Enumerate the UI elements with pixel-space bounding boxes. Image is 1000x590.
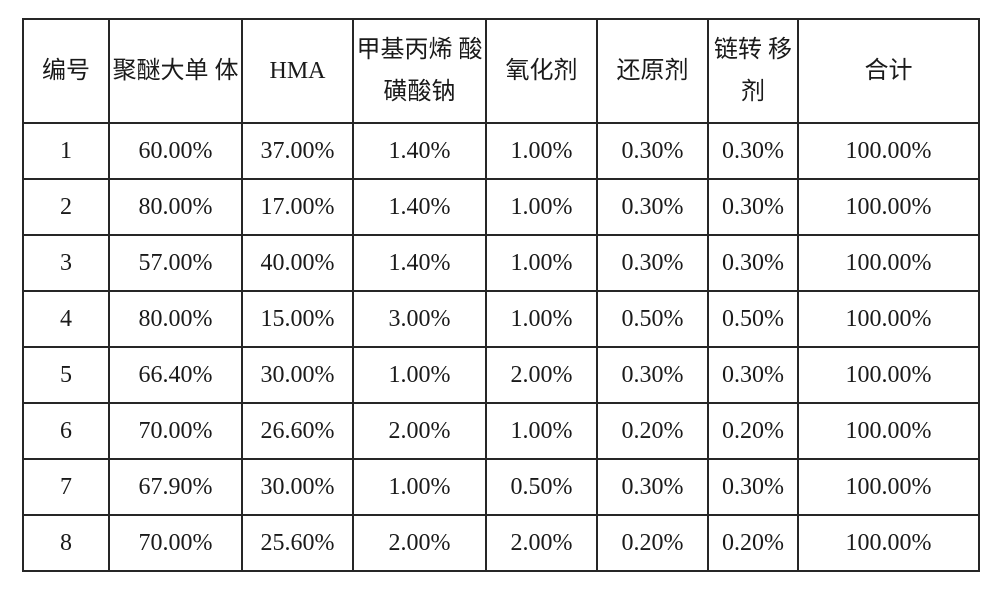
cell-ox: 1.00% — [486, 403, 597, 459]
cell-smas: 2.00% — [353, 403, 486, 459]
cell-hma: 37.00% — [242, 123, 353, 179]
cell-tot: 100.00% — [798, 179, 979, 235]
col-header-pe: 聚醚大单 体 — [109, 19, 242, 123]
cell-pe: 67.90% — [109, 459, 242, 515]
cell-id: 8 — [23, 515, 109, 571]
cell-red: 0.30% — [597, 459, 708, 515]
col-header-cta-label: 链转 移剂 — [714, 37, 792, 105]
cell-hma: 30.00% — [242, 347, 353, 403]
cell-id: 2 — [23, 179, 109, 235]
col-header-id-label: 编号 — [42, 58, 90, 84]
table-header-row: 编号 聚醚大单 体 HMA 甲基丙烯 酸磺酸钠 氧化剂 还原剂 链转 移剂 合计 — [23, 19, 979, 123]
cell-tot: 100.00% — [798, 403, 979, 459]
cell-smas: 1.40% — [353, 179, 486, 235]
col-header-ox-label: 氧化剂 — [506, 58, 578, 84]
cell-pe: 70.00% — [109, 403, 242, 459]
cell-pe: 57.00% — [109, 235, 242, 291]
cell-id: 6 — [23, 403, 109, 459]
cell-pe: 80.00% — [109, 179, 242, 235]
cell-red: 0.30% — [597, 347, 708, 403]
cell-id: 3 — [23, 235, 109, 291]
cell-red: 0.20% — [597, 515, 708, 571]
col-header-id: 编号 — [23, 19, 109, 123]
cell-cta: 0.30% — [708, 123, 798, 179]
cell-ox: 2.00% — [486, 347, 597, 403]
col-header-hma-label: HMA — [269, 58, 325, 84]
cell-smas: 2.00% — [353, 515, 486, 571]
cell-ox: 2.00% — [486, 515, 597, 571]
table-body: 1 60.00% 37.00% 1.40% 1.00% 0.30% 0.30% … — [23, 123, 979, 571]
cell-cta: 0.50% — [708, 291, 798, 347]
cell-smas: 1.40% — [353, 123, 486, 179]
table-row: 7 67.90% 30.00% 1.00% 0.50% 0.30% 0.30% … — [23, 459, 979, 515]
cell-tot: 100.00% — [798, 123, 979, 179]
cell-tot: 100.00% — [798, 515, 979, 571]
cell-hma: 17.00% — [242, 179, 353, 235]
col-header-tot: 合计 — [798, 19, 979, 123]
table-row: 6 70.00% 26.60% 2.00% 1.00% 0.20% 0.20% … — [23, 403, 979, 459]
cell-hma: 26.60% — [242, 403, 353, 459]
cell-ox: 0.50% — [486, 459, 597, 515]
col-header-smas: 甲基丙烯 酸磺酸钠 — [353, 19, 486, 123]
table-row: 4 80.00% 15.00% 3.00% 1.00% 0.50% 0.50% … — [23, 291, 979, 347]
cell-tot: 100.00% — [798, 347, 979, 403]
col-header-pe-label: 聚醚大单 体 — [113, 58, 239, 84]
table-row: 2 80.00% 17.00% 1.40% 1.00% 0.30% 0.30% … — [23, 179, 979, 235]
cell-smas: 3.00% — [353, 291, 486, 347]
table-row: 1 60.00% 37.00% 1.40% 1.00% 0.30% 0.30% … — [23, 123, 979, 179]
cell-ox: 1.00% — [486, 123, 597, 179]
cell-cta: 0.20% — [708, 515, 798, 571]
cell-tot: 100.00% — [798, 291, 979, 347]
cell-hma: 25.60% — [242, 515, 353, 571]
col-header-red-label: 还原剂 — [617, 58, 689, 84]
cell-cta: 0.30% — [708, 459, 798, 515]
cell-ox: 1.00% — [486, 291, 597, 347]
col-header-smas-label: 甲基丙烯 酸磺酸钠 — [357, 37, 483, 105]
cell-hma: 40.00% — [242, 235, 353, 291]
cell-red: 0.30% — [597, 235, 708, 291]
col-header-tot-label: 合计 — [865, 58, 913, 84]
col-header-hma: HMA — [242, 19, 353, 123]
cell-cta: 0.20% — [708, 403, 798, 459]
cell-red: 0.20% — [597, 403, 708, 459]
cell-cta: 0.30% — [708, 179, 798, 235]
cell-smas: 1.40% — [353, 235, 486, 291]
cell-id: 1 — [23, 123, 109, 179]
cell-id: 5 — [23, 347, 109, 403]
cell-hma: 30.00% — [242, 459, 353, 515]
cell-pe: 66.40% — [109, 347, 242, 403]
cell-hma: 15.00% — [242, 291, 353, 347]
table-row: 3 57.00% 40.00% 1.40% 1.00% 0.30% 0.30% … — [23, 235, 979, 291]
col-header-cta: 链转 移剂 — [708, 19, 798, 123]
table-row: 5 66.40% 30.00% 1.00% 2.00% 0.30% 0.30% … — [23, 347, 979, 403]
cell-smas: 1.00% — [353, 459, 486, 515]
cell-red: 0.30% — [597, 179, 708, 235]
cell-cta: 0.30% — [708, 347, 798, 403]
cell-smas: 1.00% — [353, 347, 486, 403]
cell-pe: 70.00% — [109, 515, 242, 571]
col-header-red: 还原剂 — [597, 19, 708, 123]
cell-tot: 100.00% — [798, 459, 979, 515]
cell-id: 4 — [23, 291, 109, 347]
composition-table: 编号 聚醚大单 体 HMA 甲基丙烯 酸磺酸钠 氧化剂 还原剂 链转 移剂 合计… — [22, 18, 980, 572]
cell-cta: 0.30% — [708, 235, 798, 291]
cell-ox: 1.00% — [486, 235, 597, 291]
cell-red: 0.30% — [597, 123, 708, 179]
cell-tot: 100.00% — [798, 235, 979, 291]
cell-ox: 1.00% — [486, 179, 597, 235]
cell-id: 7 — [23, 459, 109, 515]
table-container: 编号 聚醚大单 体 HMA 甲基丙烯 酸磺酸钠 氧化剂 还原剂 链转 移剂 合计… — [0, 0, 1000, 590]
cell-pe: 80.00% — [109, 291, 242, 347]
cell-pe: 60.00% — [109, 123, 242, 179]
table-row: 8 70.00% 25.60% 2.00% 2.00% 0.20% 0.20% … — [23, 515, 979, 571]
col-header-ox: 氧化剂 — [486, 19, 597, 123]
cell-red: 0.50% — [597, 291, 708, 347]
